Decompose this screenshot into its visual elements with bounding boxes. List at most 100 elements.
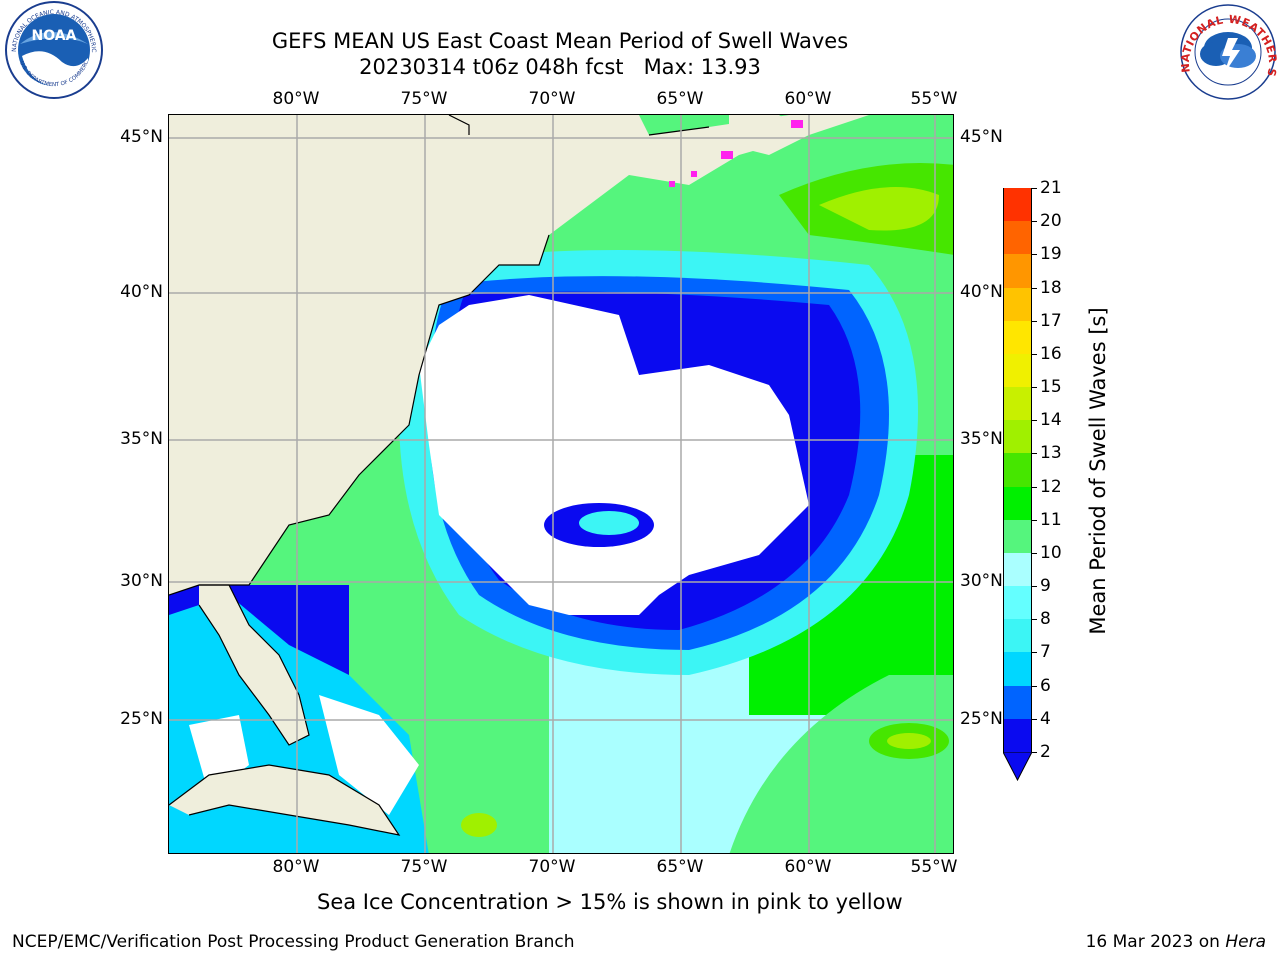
lon-label-bottom-60w: 60°W — [784, 857, 832, 877]
colorbar-tick-mark — [1032, 586, 1037, 588]
colorbar-tick-label: 11 — [1040, 509, 1062, 530]
colorbar-tick-label: 7 — [1040, 642, 1051, 663]
colorbar-tick-mark — [1032, 519, 1037, 521]
lon-label-bottom-75w: 75°W — [400, 857, 448, 877]
colorbar-segment — [1004, 419, 1031, 454]
lat-label-right-25n: 25°N — [960, 709, 1003, 729]
nws-logo: NATIONAL WEATHER SERVICE — [1176, 0, 1279, 100]
noaa-wordmark: NOAA — [32, 28, 77, 44]
colorbar-tick-mark — [1032, 619, 1037, 621]
colorbar-tick-mark — [1032, 685, 1037, 687]
colorbar-tick-mark — [1032, 486, 1037, 488]
colorbar-segment — [1004, 486, 1031, 520]
forecast-subtitle: 20230314 t06z 048h fcst Max: 13.93 — [359, 55, 761, 79]
field-zone-swell-peak-north — [819, 187, 939, 231]
colorbar-segment — [1004, 353, 1031, 388]
colorbar-tick-mark — [1032, 254, 1037, 256]
map-panel — [168, 114, 954, 854]
colorbar-tick-label: 10 — [1040, 542, 1062, 563]
colorbar-tick-label: 21 — [1040, 178, 1062, 198]
colorbar-segment — [1004, 287, 1031, 321]
lat-label-right-35n: 35°N — [960, 429, 1003, 449]
colorbar-segment — [1004, 618, 1031, 653]
sea-ice-mark — [691, 171, 697, 177]
colorbar-label: Mean Period of Swell Waves [s] — [1086, 307, 1110, 635]
colorbar-tick-mark — [1032, 353, 1037, 355]
colorbar-tick-mark — [1032, 188, 1037, 189]
colorbar-tick-mark — [1032, 387, 1037, 389]
colorbar-segment — [1004, 519, 1031, 553]
colorbar-segment — [1004, 187, 1031, 222]
colorbar-tick-label: 19 — [1040, 244, 1062, 265]
sea-ice-note: Sea Ice Concentration > 15% is shown in … — [317, 890, 903, 914]
lat-label-left-35n: 35°N — [120, 429, 163, 449]
colorbar-tick-label: 4 — [1040, 708, 1051, 729]
colorbar-tick-mark — [1032, 718, 1037, 720]
coastline — [169, 115, 710, 596]
colorbar-tick-label: 20 — [1040, 211, 1062, 232]
colorbar-tick-mark — [1032, 420, 1037, 422]
lat-label-right-30n: 30°N — [960, 571, 1003, 591]
colorbar-segment — [1004, 220, 1031, 255]
lon-label-top-55w: 55°W — [910, 89, 958, 109]
no-data-region — [419, 295, 809, 615]
land-us-east-coast — [169, 115, 869, 595]
footer-date-text: 16 Mar 2023 on — [1085, 932, 1226, 952]
sea-ice-mark — [669, 181, 675, 187]
lat-label-left-40n: 40°N — [120, 282, 163, 302]
lat-label-left-30n: 30°N — [120, 571, 163, 591]
colorbar-segment — [1004, 552, 1031, 587]
coastline-florida — [198, 584, 310, 746]
lon-label-top-75w: 75°W — [400, 89, 448, 109]
swell-period-map — [169, 115, 953, 853]
colorbar-tick-label: 6 — [1040, 675, 1051, 696]
field-zone-inner-low-core — [579, 511, 639, 535]
colorbar-tick-mark — [1032, 552, 1037, 554]
land-nova-scotia — [729, 115, 809, 155]
colorbar-tick-label: 8 — [1040, 609, 1051, 630]
footer-host: Hera — [1225, 932, 1266, 952]
colorbar-segment — [1004, 320, 1031, 354]
lat-label-left-45n: 45°N — [120, 127, 163, 147]
colorbar-segment — [1004, 253, 1031, 288]
coastline-cuba — [169, 764, 401, 836]
colorbar-tick-mark — [1032, 221, 1037, 223]
graticule — [169, 115, 953, 853]
colorbar-tick-label: 17 — [1040, 310, 1062, 331]
colorbar-segment — [1004, 386, 1031, 421]
colorbar-tick-label: 9 — [1040, 576, 1051, 597]
colorbar — [1003, 187, 1032, 753]
sea-ice-mark — [791, 120, 803, 128]
field-zone-swell-caribbean — [461, 813, 497, 837]
lon-label-bottom-70w: 70°W — [528, 857, 576, 877]
colorbar-tick-label: 15 — [1040, 377, 1062, 398]
colorbar-extend-arrow — [1003, 752, 1032, 782]
colorbar-segment — [1004, 585, 1031, 620]
colorbar-tick-label: 12 — [1040, 476, 1062, 497]
colorbar-segment — [1004, 685, 1031, 719]
lat-label-right-45n: 45°N — [960, 127, 1003, 147]
colorbar-tick-label: 13 — [1040, 443, 1062, 464]
lon-label-bottom-80w: 80°W — [272, 857, 320, 877]
lon-label-top-80w: 80°W — [272, 89, 320, 109]
colorbar-tick-mark — [1032, 287, 1037, 289]
lon-label-bottom-65w: 65°W — [656, 857, 704, 877]
lon-label-top-70w: 70°W — [528, 89, 576, 109]
colorbar-tick-mark — [1032, 752, 1037, 753]
colorbar-tick-mark — [1032, 652, 1037, 654]
colorbar-tick-label: 16 — [1040, 343, 1062, 364]
sea-ice-mark — [721, 151, 733, 159]
noaa-logo: NOAA NATIONAL OCEANIC AND ATMOSPHERIC AD… — [0, 0, 103, 99]
colorbar-segment — [1004, 651, 1031, 686]
field-zone-swell-peak-se — [887, 733, 931, 749]
lat-label-left-25n: 25°N — [120, 709, 163, 729]
colorbar-tick-mark — [1032, 320, 1037, 322]
colorbar-tick-label: 2 — [1040, 742, 1051, 762]
no-data-region-bahamas — [319, 695, 419, 815]
colorbar-segment — [1004, 718, 1031, 752]
colorbar-segment — [1004, 452, 1031, 487]
lon-label-bottom-55w: 55°W — [910, 857, 958, 877]
chart-title: GEFS MEAN US East Coast Mean Period of S… — [271, 29, 849, 53]
colorbar-tick-label: 18 — [1040, 277, 1062, 298]
colorbar-tick-label: 14 — [1040, 410, 1062, 431]
